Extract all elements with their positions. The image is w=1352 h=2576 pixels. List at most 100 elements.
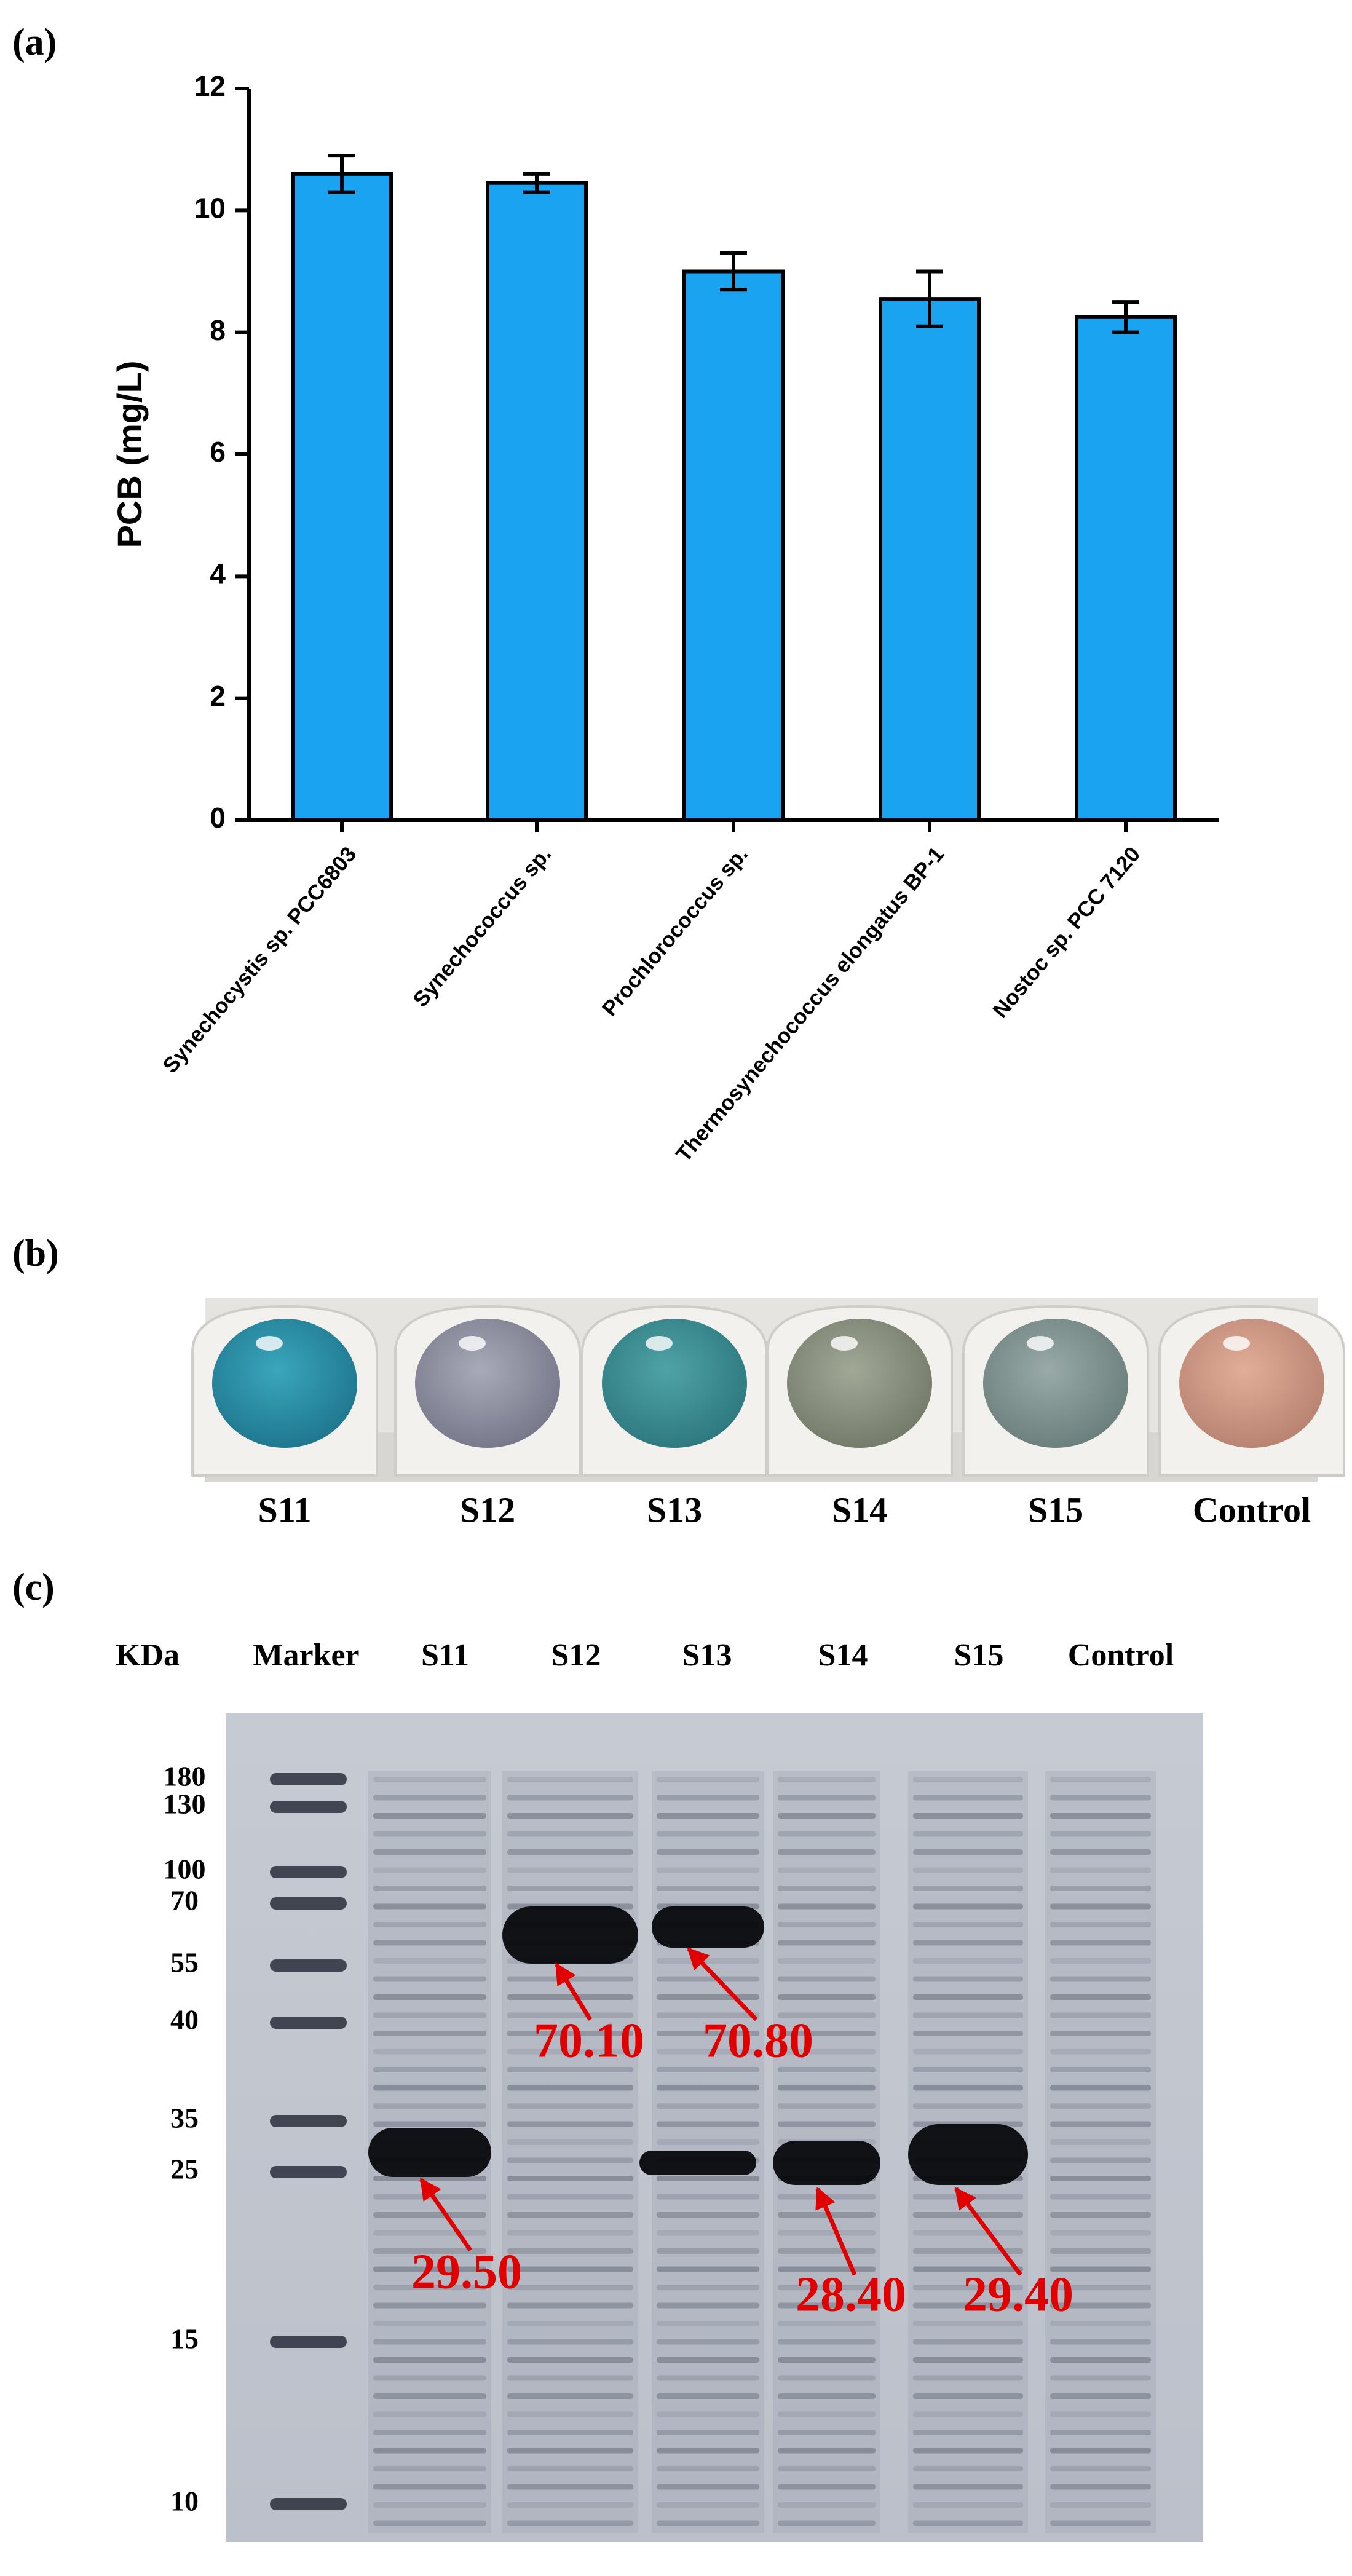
faint-band [1050,2248,1151,2254]
faint-band [913,2212,1023,2218]
band-size-annotation: 29.40 [963,2267,1073,2321]
lane-header: S14 [818,1638,868,1673]
faint-band [1050,1903,1151,1910]
protein-band [639,2151,756,2175]
faint-band [913,1994,1023,2000]
protein-band [908,2124,1028,2185]
faint-band [373,1976,486,1982]
error-bar [720,251,747,292]
faint-band [1050,2085,1151,2091]
faint-band [373,2520,486,2526]
faint-band [1050,2067,1151,2072]
faint-band [913,2103,1023,2109]
marker-band [270,1801,347,1813]
faint-band [778,2012,876,2018]
marker-size-label: 130 [164,1788,206,1820]
faint-band [1050,2430,1151,2435]
protein-band [502,1906,638,1964]
faint-band [657,1994,759,2000]
faint-band [1050,2321,1151,2326]
faint-band [913,2230,1023,2236]
faint-band [1050,2448,1151,2454]
faint-band [1050,2466,1151,2471]
faint-band [913,1922,1023,1927]
well-sample [787,1319,932,1448]
faint-band [913,1795,1023,1801]
faint-band [778,2484,876,2490]
faint-band [507,2049,633,2055]
y-tick-label: 4 [210,558,226,590]
faint-band [657,2502,759,2508]
faint-band [778,1976,876,1982]
y-tick-label: 12 [194,70,226,102]
faint-band [657,2339,759,2345]
faint-band [913,2411,1023,2417]
bar [682,269,785,822]
faint-band [507,2448,633,2454]
faint-band [373,2230,486,2236]
faint-band [913,2502,1023,2508]
faint-band [1050,1886,1151,1891]
faint-band [1050,2157,1151,2163]
faint-band [373,2067,486,2072]
faint-band [778,1886,876,1891]
faint-band [1050,2393,1151,2399]
faint-band [913,1903,1023,1910]
faint-band [1050,2176,1151,2181]
bar [879,297,981,822]
error-bar [523,172,550,194]
faint-band [778,2302,876,2309]
faint-band [373,2502,486,2508]
faint-band [778,1831,876,1837]
faint-band [657,1777,759,1782]
faint-band [657,2248,759,2254]
well-sample [983,1319,1128,1448]
protein-band [652,1906,764,1948]
faint-band [657,2212,759,2218]
faint-band [373,2411,486,2417]
faint-band [507,1849,633,1855]
marker-band [270,1959,347,1972]
lane-header: S12 [551,1638,601,1673]
well-sample [602,1319,747,1448]
faint-band [373,2339,486,2345]
faint-band [657,2012,759,2018]
faint-band [913,2430,1023,2435]
faint-band [373,1994,486,2000]
faint-band [373,2085,486,2091]
well-highlight [459,1336,486,1351]
lane-header: S15 [954,1638,1004,1673]
arrow [815,2186,857,2276]
faint-band [373,2049,486,2055]
faint-band [657,2321,759,2326]
faint-band [507,1813,633,1819]
marker-size-label: 15 [170,2323,199,2355]
faint-band [778,1777,876,1782]
faint-band [778,1922,876,1927]
faint-band [373,1777,486,1782]
faint-band [778,1813,876,1819]
faint-band [657,2176,759,2181]
bar [1075,315,1177,822]
faint-band [657,1849,759,1855]
faint-band [507,2302,633,2309]
well-highlight [1223,1336,1250,1351]
faint-band [778,2375,876,2381]
faint-band [373,1795,486,1801]
faint-band [913,2357,1023,2363]
x-tick-label: Synechococcus sp. [408,842,556,1011]
marker-band [270,2115,347,2127]
y-tick-label: 8 [210,314,226,346]
faint-band [1050,1795,1151,1801]
y-tick-label: 2 [210,680,226,712]
faint-band [913,1813,1023,1819]
faint-band [657,2121,759,2127]
faint-band [1050,2266,1151,2272]
faint-band [507,2176,633,2181]
faint-band [1050,2230,1151,2236]
faint-band [373,1958,486,1964]
faint-band [778,2121,876,2127]
faint-band [913,2085,1023,2091]
bar [486,181,588,822]
